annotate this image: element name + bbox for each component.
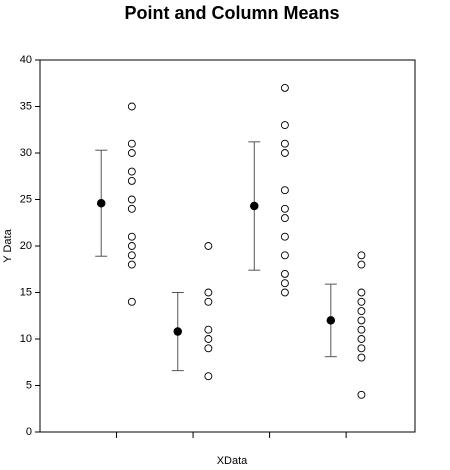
point [357,344,366,353]
point [280,186,289,195]
point [357,390,366,399]
y-tick-label: 0 [26,426,32,438]
y-tick-label: 25 [20,193,32,205]
point [204,335,213,343]
point [127,102,136,111]
point [173,327,183,336]
point [204,325,213,334]
point [250,201,259,211]
point [204,372,213,381]
point [280,121,289,130]
point [204,344,213,353]
point [357,288,366,297]
point [127,297,136,306]
point [127,195,136,204]
y-tick-label: 35 [20,100,32,112]
point [280,269,289,278]
point [127,176,136,185]
y-tick-label: 10 [20,333,32,345]
point [357,260,366,269]
point [326,316,336,325]
y-tick-label: 40 [20,54,32,66]
point [280,204,289,213]
point [357,316,366,325]
point [127,251,136,260]
point [280,83,289,92]
point [127,232,136,241]
point [357,297,366,306]
point [357,335,366,343]
point [357,325,366,334]
point [204,297,213,306]
point [280,288,289,297]
point [280,232,289,241]
point [127,139,136,148]
point [357,251,366,260]
point [127,204,136,213]
point [280,139,289,148]
point [204,288,213,297]
point [96,198,106,208]
point [280,214,289,223]
y-axis-label: Y Data [2,228,14,262]
y-tick-label: 30 [20,147,32,159]
y-tick-label: 20 [20,240,32,252]
chart-title: Point and Column Means [124,3,339,23]
y-tick-label: 15 [20,286,32,298]
point [127,149,136,157]
point [357,353,366,362]
point [280,251,289,260]
point [127,242,136,250]
point [204,242,213,250]
point [127,167,136,176]
point [280,149,289,157]
point [280,279,289,288]
y-tick-label: 5 [26,379,32,391]
x-axis-label: XData [217,455,248,467]
point [357,307,366,316]
point [127,260,136,269]
